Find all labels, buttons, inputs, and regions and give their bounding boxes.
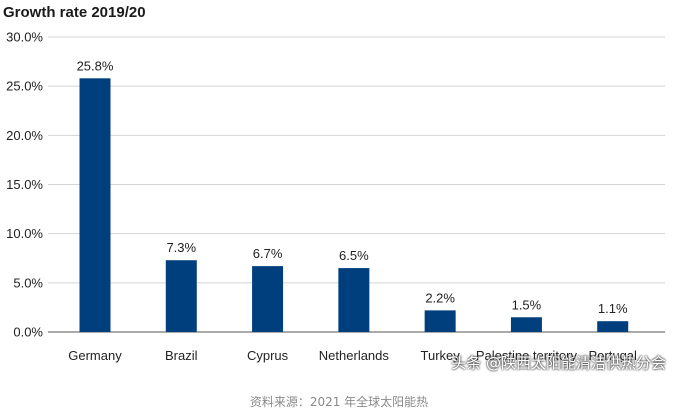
- category-label: Palestine territory: [476, 348, 578, 363]
- data-label: 6.5%: [339, 248, 369, 263]
- data-label: 1.1%: [598, 301, 628, 316]
- bar: [338, 268, 370, 332]
- category-label: Germany: [68, 348, 122, 363]
- y-tick-label: 30.0%: [6, 30, 43, 45]
- chart-title: Growth rate 2019/20: [3, 4, 146, 21]
- bar: [424, 310, 456, 332]
- category-label: Cyprus: [247, 348, 289, 363]
- category-label: Portugal: [589, 348, 638, 363]
- y-tick-label: 10.0%: [6, 226, 43, 241]
- data-label: 6.7%: [253, 246, 283, 261]
- x-axis-categories: Germany Brazil Cyprus Netherlands Turkey Pale…: [68, 348, 637, 363]
- data-label: 7.3%: [166, 240, 196, 255]
- y-tick-label: 15.0%: [6, 177, 43, 192]
- y-axis-ticks: 0.0% 5.0% 10.0% 15.0% 20.0% 25.0% 30.0%: [6, 30, 43, 340]
- y-tick-label: 0.0%: [13, 325, 43, 340]
- data-label: 2.2%: [425, 290, 455, 305]
- data-label: 1.5%: [512, 297, 542, 312]
- data-labels: 25.8% 7.3% 6.7% 6.5% 2.2% 1.5% 1.1%: [77, 58, 628, 316]
- data-label: 25.8%: [77, 58, 114, 73]
- y-tick-label: 20.0%: [6, 128, 43, 143]
- bars: [79, 78, 629, 332]
- category-label: Brazil: [165, 348, 198, 363]
- bar: [165, 260, 197, 332]
- bar: [597, 321, 629, 332]
- category-label: Turkey: [421, 348, 461, 363]
- bar: [252, 266, 284, 332]
- bar: [79, 78, 111, 332]
- source-note: 资料来源：2021 年全球太阳能热: [249, 395, 429, 409]
- watermark-text: 头条 @陕西太阳能清洁供热分会: [451, 354, 666, 372]
- category-label: Netherlands: [319, 348, 390, 363]
- y-tick-label: 25.0%: [6, 79, 43, 94]
- bar: [510, 317, 542, 332]
- y-tick-label: 5.0%: [13, 275, 43, 290]
